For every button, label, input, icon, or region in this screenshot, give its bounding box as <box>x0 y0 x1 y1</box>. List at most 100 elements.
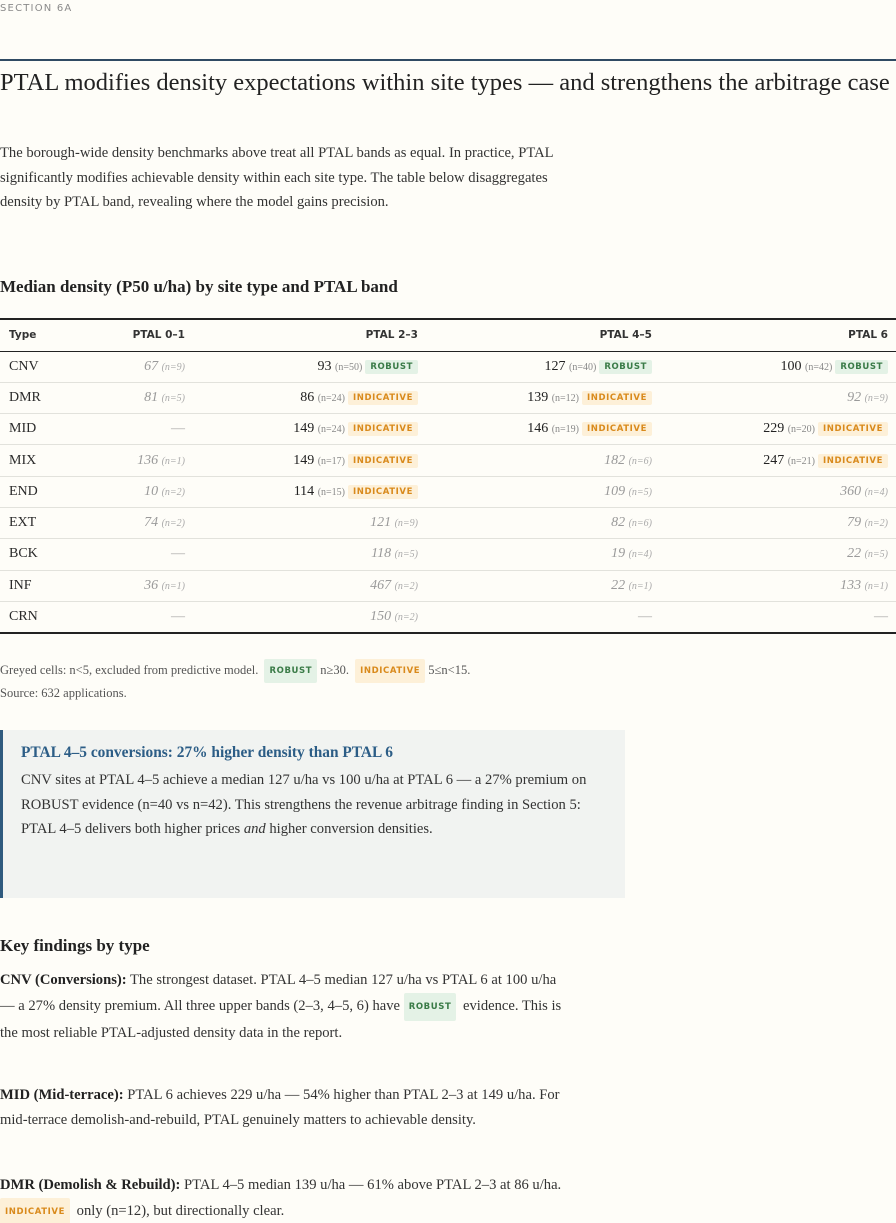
density-value: 10 <box>144 483 159 499</box>
site-type-cell: INF <box>0 570 82 602</box>
density-cell: — <box>82 413 187 446</box>
density-value: 19 <box>611 546 626 562</box>
density-cell: 22 (n=5) <box>654 538 896 571</box>
robust-badge: ROBUST <box>835 359 888 374</box>
column-header-ptal-2-3: PTAL 2–3 <box>187 319 420 352</box>
finding-dmr: DMR (Demolish & Rebuild): PTAL 4–5 media… <box>0 1173 570 1223</box>
page-title: PTAL modifies density expectations withi… <box>0 69 890 96</box>
density-cell: 229 (n=20) INDICATIVE <box>654 413 896 446</box>
density-cell: 133 (n=1) <box>654 570 896 602</box>
sample-size: (n=6) <box>628 518 652 530</box>
density-value: 82 <box>611 515 626 531</box>
density-value: 149 <box>293 421 315 437</box>
sample-size: (n=2) <box>161 518 185 530</box>
density-cell: — <box>420 601 654 632</box>
density-value: 229 <box>763 421 785 437</box>
finding-text: PTAL 6 achieves 229 u/ha — 54% higher th… <box>0 1087 560 1128</box>
sample-size: (n=12) <box>551 392 579 404</box>
density-cell: 86 (n=24) INDICATIVE <box>187 382 420 415</box>
density-value: 81 <box>144 389 159 405</box>
density-value: 93 <box>317 358 332 374</box>
site-type-cell: DMR <box>0 382 82 415</box>
section-divider <box>0 59 896 61</box>
density-value: 79 <box>847 515 862 531</box>
density-cell: 114 (n=15) INDICATIVE <box>187 476 420 508</box>
density-cell: 149 (n=17) INDICATIVE <box>187 444 420 477</box>
table-row: END 10 (n=2) 114 (n=15) INDICATIVE 109 (n=5)… <box>0 476 896 508</box>
density-value: 22 <box>847 546 862 562</box>
density-value: 109 <box>604 483 626 499</box>
site-type-cell: EXT <box>0 507 82 540</box>
table-row: INF 36 (n=1) 467 (n=2) 22 (n=1) 133 (n=1) <box>0 570 896 602</box>
robust-badge: ROBUST <box>365 359 418 374</box>
density-cell: — <box>82 601 187 632</box>
density-cell: 149 (n=24) INDICATIVE <box>187 413 420 446</box>
sample-size: (n=2) <box>161 486 185 498</box>
density-value: 22 <box>611 577 626 593</box>
robust-badge: ROBUST <box>264 659 318 683</box>
density-value: 118 <box>371 546 392 562</box>
site-type-cell: MIX <box>0 444 82 477</box>
sample-size: (n=2) <box>394 580 418 592</box>
site-type-cell: BCK <box>0 538 82 571</box>
indicative-badge: INDICATIVE <box>582 390 652 405</box>
density-cell: 74 (n=2) <box>82 507 187 540</box>
sample-size: (n=5) <box>628 486 652 498</box>
sample-size: (n=1) <box>161 455 185 467</box>
finding-mid: MID (Mid-terrace): PTAL 6 achieves 229 u… <box>0 1083 570 1132</box>
sample-size: (n=1) <box>864 580 888 592</box>
legend-robust-rule: n≥30. <box>320 663 350 677</box>
sample-size: (n=9) <box>161 361 185 373</box>
column-header-type: Type <box>0 319 82 352</box>
density-cell: 146 (n=19) INDICATIVE <box>420 413 654 446</box>
density-cell: 22 (n=1) <box>420 570 654 602</box>
key-findings-title: Key findings by type <box>0 936 150 955</box>
density-cell: 139 (n=12) INDICATIVE <box>420 382 654 415</box>
column-header-ptal-6: PTAL 6 <box>654 319 896 352</box>
sample-size: (n=1) <box>628 580 652 592</box>
indicative-badge: INDICATIVE <box>348 422 418 437</box>
site-type-cell: MID <box>0 413 82 446</box>
finding-text: evidence. This is the most reliable PTAL… <box>0 997 562 1042</box>
density-cell: — <box>654 601 896 632</box>
density-value: 149 <box>293 452 315 468</box>
sample-size: (n=20) <box>787 424 815 436</box>
indicative-badge: INDICATIVE <box>582 422 652 437</box>
indicative-badge: INDICATIVE <box>348 390 418 405</box>
sample-size: (n=24) <box>317 392 345 404</box>
empty-cell-dash: — <box>638 608 652 624</box>
sample-size: (n=1) <box>161 580 185 592</box>
indicative-badge: INDICATIVE <box>0 1197 70 1223</box>
density-value: 146 <box>527 421 549 437</box>
indicative-badge: INDICATIVE <box>348 484 418 499</box>
sample-size: (n=9) <box>394 518 418 530</box>
legend-indicative-rule: 5≤n<15. <box>428 663 471 677</box>
legend-source: Source: 632 applications. <box>0 686 127 700</box>
density-value: 467 <box>370 577 392 593</box>
density-value: 139 <box>527 389 549 405</box>
sample-size: (n=50) <box>335 361 363 373</box>
density-value: 86 <box>300 389 315 405</box>
empty-cell-dash: — <box>171 546 185 562</box>
callout-text: CNV sites at PTAL 4–5 achieve a median 1… <box>21 772 587 838</box>
finding-text: The strongest dataset. PTAL 4–5 median 1… <box>0 972 557 1014</box>
sample-size: (n=5) <box>161 392 185 404</box>
density-cell: 81 (n=5) <box>82 382 187 415</box>
density-value: 36 <box>144 577 159 593</box>
density-value: 67 <box>144 358 159 374</box>
density-cell: 100 (n=42) ROBUST <box>654 351 896 383</box>
density-value: 136 <box>137 452 159 468</box>
density-cell: 82 (n=6) <box>420 507 654 540</box>
finding-label: MID (Mid-terrace): <box>0 1087 124 1103</box>
table-row: EXT 74 (n=2) 121 (n=9) 82 (n=6) 79 (n=2) <box>0 507 896 540</box>
density-value: 114 <box>293 483 315 499</box>
section-label: SECTION 6A <box>0 3 73 14</box>
callout-emphasis: and <box>243 821 266 838</box>
sample-size: (n=42) <box>805 361 833 373</box>
density-cell: 93 (n=50) ROBUST <box>187 351 420 383</box>
column-header-ptal-0-1: PTAL 0–1 <box>82 319 187 352</box>
density-value: 121 <box>370 515 392 531</box>
table-row: DMR 81 (n=5) 86 (n=24) INDICATIVE 139 (n=12)… <box>0 382 896 415</box>
density-value: 360 <box>840 483 862 499</box>
callout-body: CNV sites at PTAL 4–5 achieve a median 1… <box>21 768 605 842</box>
